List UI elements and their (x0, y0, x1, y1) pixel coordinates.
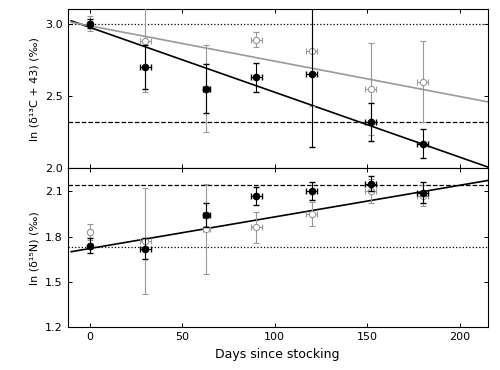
Y-axis label: ln (δ¹⁵N) (‰): ln (δ¹⁵N) (‰) (30, 211, 40, 285)
Y-axis label: ln (δ¹³C + 43) (‰): ln (δ¹³C + 43) (‰) (30, 37, 40, 141)
X-axis label: Days since stocking: Days since stocking (215, 348, 340, 361)
